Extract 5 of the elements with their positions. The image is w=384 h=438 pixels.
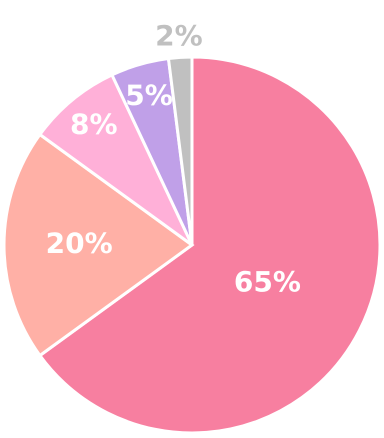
data-label: 5% [125,78,173,112]
data-label: 20% [46,227,113,260]
data-label: 65% [234,265,301,298]
data-label: 2% [155,19,203,52]
data-label: 8% [70,108,118,142]
